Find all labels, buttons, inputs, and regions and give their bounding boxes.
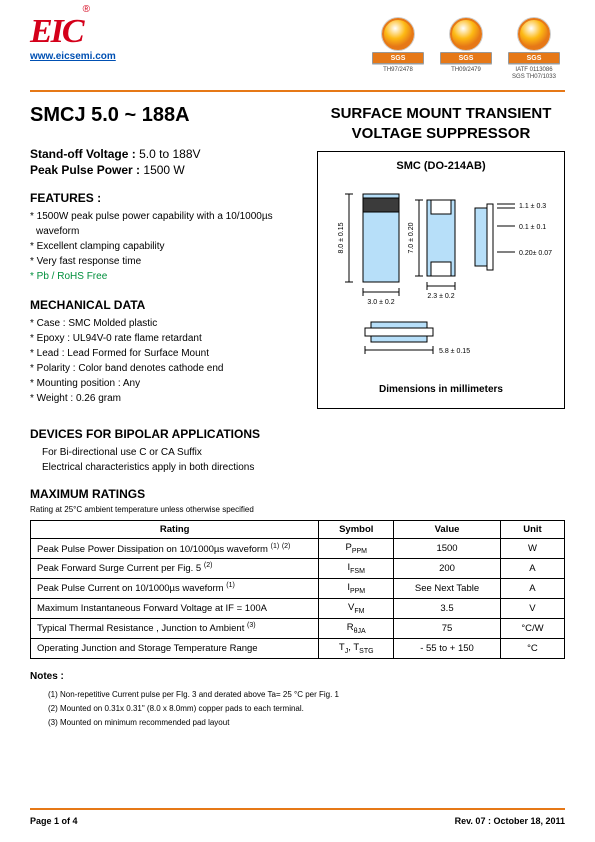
cert-bar: SGS: [508, 52, 560, 64]
mech-item: Mounting position : Any: [30, 376, 303, 391]
col-value: Value: [394, 521, 501, 539]
feature-item: Very fast response time: [30, 254, 303, 269]
table-row: Peak Pulse Current on 10/1000µs waveform…: [31, 578, 565, 598]
cert-bar: SGS: [440, 52, 492, 64]
package-diagram-svg: 8.0 ± 0.15 3.0 ± 0.2: [327, 178, 555, 378]
cell-symbol: TJ, TSTG: [319, 638, 394, 658]
col-unit: Unit: [500, 521, 564, 539]
logo-text: EIC®: [30, 18, 116, 47]
cell-rating: Peak Pulse Current on 10/1000µs waveform…: [31, 578, 319, 598]
cell-unit: °C: [500, 638, 564, 658]
package-diagram-box: SMC (DO-214AB) 8.0 ± 0.15: [317, 151, 565, 409]
dimensions-label: Dimensions in millimeters: [324, 384, 558, 395]
mech-item: Polarity : Color band denotes cathode en…: [30, 361, 303, 376]
cert-badge-icon: [450, 18, 482, 50]
cell-symbol: VFM: [319, 598, 394, 618]
cell-unit: W: [500, 539, 564, 559]
table-row: Operating Junction and Storage Temperatu…: [31, 638, 565, 658]
footer-rev: Rev. 07 : October 18, 2011: [455, 816, 565, 826]
cell-rating: Peak Forward Surge Current per Fig. 5 (2…: [31, 559, 319, 579]
registered-mark: ®: [83, 4, 90, 15]
table-header-row: Rating Symbol Value Unit: [31, 521, 565, 539]
feature-item: Pb / RoHS Free: [30, 269, 303, 284]
cell-symbol: IPPM: [319, 578, 394, 598]
dim-side-t1: 1.1 ± 0.3: [519, 203, 546, 210]
website-link[interactable]: www.eicsemi.com: [30, 51, 116, 62]
dim-side-t3: 0.20± 0.07: [519, 250, 552, 257]
footer-page: Page 1 of 4: [30, 816, 78, 826]
cert-bar: SGS: [372, 52, 424, 64]
dim-overall-w: 5.8 ± 0.15: [439, 348, 470, 355]
cell-unit: A: [500, 559, 564, 579]
dim-body-h: 8.0 ± 0.15: [338, 223, 345, 254]
table-row: Typical Thermal Resistance , Junction to…: [31, 618, 565, 638]
bipolar-heading: DEVICES FOR BIPOLAR APPLICATIONS: [30, 427, 565, 441]
ratings-subnote: Rating at 25°C ambient temperature unles…: [30, 505, 565, 514]
cell-rating: Maximum Instantaneous Forward Voltage at…: [31, 598, 319, 618]
cert-badge-icon: [518, 18, 550, 50]
cell-rating: Typical Thermal Resistance , Junction to…: [31, 618, 319, 638]
cell-unit: V: [500, 598, 564, 618]
note-item: (3) Mounted on minimum recommended pad l…: [48, 716, 565, 730]
cert-badge-icon: [382, 18, 414, 50]
mech-item: Epoxy : UL94V-0 rate flame retardant: [30, 331, 303, 346]
notes-list: (1) Non-repetitive Current pulse per FIg…: [48, 688, 565, 731]
mech-item: Case : SMC Molded plastic: [30, 316, 303, 331]
feature-item: Excellent clamping capability: [30, 239, 303, 254]
cell-unit: A: [500, 578, 564, 598]
col-rating: Rating: [31, 521, 319, 539]
table-row: Maximum Instantaneous Forward Voltage at…: [31, 598, 565, 618]
cert-label: TH09/2479: [451, 67, 481, 74]
cell-symbol: IFSM: [319, 559, 394, 579]
cell-symbol: PPPM: [319, 539, 394, 559]
dim-body-w: 3.0 ± 0.2: [367, 299, 394, 306]
cell-value: See Next Table: [394, 578, 501, 598]
bipolar-line1: For Bi-directional use C or CA Suffix: [42, 445, 565, 460]
table-row: Peak Forward Surge Current per Fig. 5 (2…: [31, 559, 565, 579]
notes-heading: Notes :: [30, 671, 565, 682]
cell-unit: °C/W: [500, 618, 564, 638]
cert-1: SGS TH97/2478: [367, 18, 429, 80]
cell-rating: Peak Pulse Power Dissipation on 10/1000µ…: [31, 539, 319, 559]
header-divider: [30, 90, 565, 92]
table-row: Peak Pulse Power Dissipation on 10/1000µ…: [31, 539, 565, 559]
dim-pad-w: 2.3 ± 0.2: [427, 293, 454, 300]
cell-value: 75: [394, 618, 501, 638]
mech-item: Lead : Lead Formed for Surface Mount: [30, 346, 303, 361]
part-number-title: SMCJ 5.0 ~ 188A: [30, 104, 303, 127]
cell-rating: Operating Junction and Storage Temperatu…: [31, 638, 319, 658]
dim-side-t2: 0.1 ± 0.1: [519, 224, 546, 231]
peak-pulse-power: Peak Pulse Power : 1500 W: [30, 163, 303, 177]
bipolar-line2: Electrical characteristics apply in both…: [42, 460, 565, 475]
cell-symbol: RθJA: [319, 618, 394, 638]
header: EIC® www.eicsemi.com SGS TH97/2478 SGS T…: [30, 18, 565, 80]
product-description-title: SURFACE MOUNT TRANSIENT VOLTAGE SUPPRESS…: [317, 104, 565, 143]
certifications: SGS TH97/2478 SGS TH09/2479 SGS IATF 011…: [367, 18, 565, 80]
package-name: SMC (DO-214AB): [324, 160, 558, 172]
mechanical-list: Case : SMC Molded plastic Epoxy : UL94V-…: [30, 316, 303, 406]
mech-item: Weight : 0.26 gram: [30, 391, 303, 406]
ratings-heading: MAXIMUM RATINGS: [30, 487, 565, 501]
col-symbol: Symbol: [319, 521, 394, 539]
ratings-table: Rating Symbol Value Unit Peak Pulse Powe…: [30, 520, 565, 658]
note-item: (1) Non-repetitive Current pulse per FIg…: [48, 688, 565, 702]
features-list: 1500W peak pulse power capability with a…: [30, 209, 303, 284]
cert-2: SGS TH09/2479: [435, 18, 497, 80]
cell-value: 1500: [394, 539, 501, 559]
cell-value: 3.5: [394, 598, 501, 618]
feature-item: 1500W peak pulse power capability with a…: [30, 209, 303, 239]
features-heading: FEATURES :: [30, 191, 303, 205]
cert-label: TH97/2478: [383, 67, 413, 74]
cert-3: SGS IATF 0113086 SGS TH07/1033: [503, 18, 565, 80]
logo-block: EIC® www.eicsemi.com: [30, 18, 116, 62]
standoff-voltage: Stand-off Voltage : 5.0 to 188V: [30, 147, 303, 161]
page-footer: Page 1 of 4 Rev. 07 : October 18, 2011: [30, 808, 565, 826]
cell-value: - 55 to + 150: [394, 638, 501, 658]
cert-label: IATF 0113086 SGS TH07/1033: [512, 67, 556, 80]
note-item: (2) Mounted on 0.31x 0.31" (8.0 x 8.0mm)…: [48, 702, 565, 716]
dim-pad-h: 7.0 ± 0.20: [408, 223, 415, 254]
mechanical-heading: MECHANICAL DATA: [30, 298, 303, 312]
cell-value: 200: [394, 559, 501, 579]
